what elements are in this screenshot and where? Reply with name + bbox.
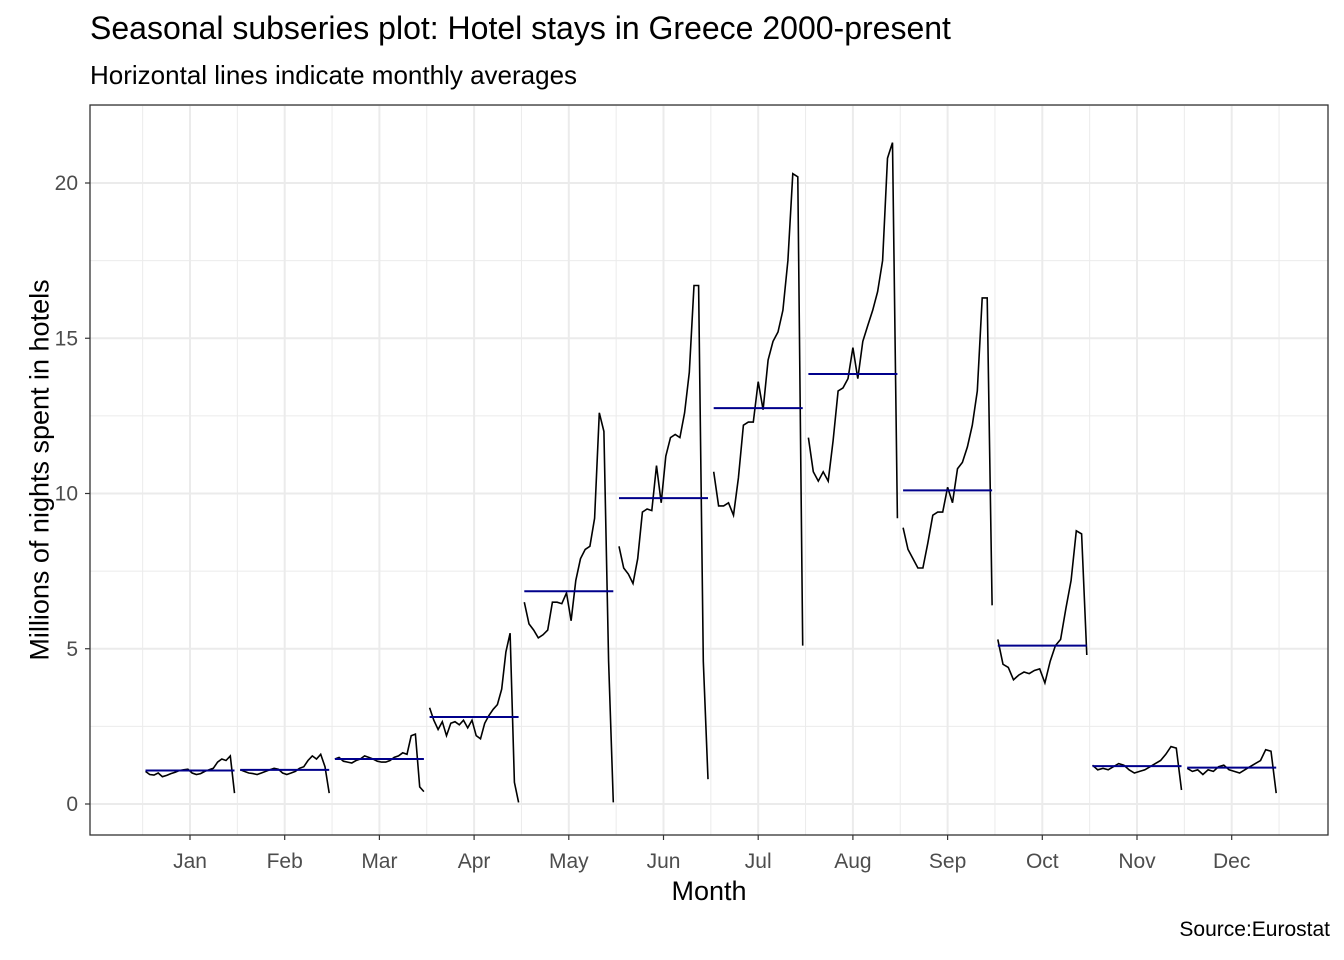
x-tick-label: Apr (458, 850, 491, 873)
x-tick-label: Sep (929, 850, 966, 873)
panel-border (89, 104, 1329, 836)
y-tick-label: 10 (55, 483, 78, 506)
x-tick-label: Dec (1213, 850, 1250, 873)
series-line-oct (997, 529, 1088, 686)
chart-title: Seasonal subseries plot: Hotel stays in … (90, 10, 951, 46)
series-line-nov (1091, 745, 1183, 791)
y-tick-label: 20 (55, 172, 78, 195)
y-axis-title: Millions of nights spent in hotels (24, 279, 55, 661)
x-tick-label: Nov (1118, 850, 1156, 873)
x-tick-label: Jan (173, 850, 207, 873)
x-tick-label: Aug (834, 850, 871, 873)
series-line-mar (334, 732, 425, 793)
x-tick-label: May (549, 850, 589, 873)
series-line-jul (712, 172, 804, 646)
x-tick-label: Jul (745, 850, 772, 873)
x-tick-label: Jun (647, 850, 681, 873)
x-axis-title: Month (671, 876, 747, 906)
series-line-jun (618, 284, 709, 780)
series-line-feb (239, 752, 330, 794)
y-tick-label: 15 (55, 327, 78, 350)
chart-subtitle: Horizontal lines indicate monthly averag… (90, 60, 578, 90)
y-tick-label: 5 (66, 638, 78, 661)
series-line-sep (902, 297, 993, 606)
x-tick-label: Mar (361, 850, 397, 873)
series-line-may (523, 412, 615, 803)
x-tick-label: Feb (267, 850, 303, 873)
series-line-aug (807, 142, 899, 519)
chart-caption: Source:Eurostat (1179, 918, 1330, 941)
y-tick-label: 0 (66, 793, 78, 816)
series-line-apr (428, 633, 520, 803)
series-line-dec (1186, 748, 1277, 794)
x-tick-label: Oct (1026, 850, 1059, 873)
